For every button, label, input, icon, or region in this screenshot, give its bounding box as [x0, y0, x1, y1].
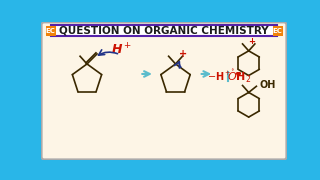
Text: EC: EC [46, 28, 56, 34]
Bar [51, 25, 277, 36]
Text: EC: EC [273, 28, 283, 34]
Text: $-$H$^+$: $-$H$^+$ [207, 70, 232, 83]
Text: H$^+$: H$^+$ [111, 42, 132, 58]
Text: OH: OH [260, 80, 276, 90]
FancyBboxPatch shape [42, 22, 286, 159]
Bar [46, 26, 56, 36]
Bar [273, 26, 283, 36]
Text: +: + [179, 49, 187, 59]
Text: QUESTION ON ORGANIC CHEMISTRY: QUESTION ON ORGANIC CHEMISTRY [59, 25, 269, 35]
Text: +: + [248, 37, 255, 46]
Text: $\mathring{O}$H$_2$: $\mathring{O}$H$_2$ [227, 68, 252, 85]
